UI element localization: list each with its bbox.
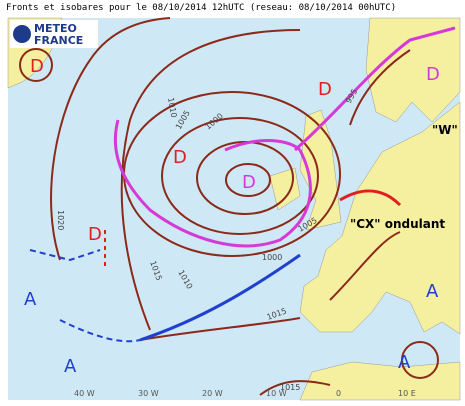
pressure-center: D: [242, 172, 256, 193]
isobar: [139, 317, 301, 341]
longitude-label: 40 W: [74, 389, 95, 398]
occluded-front: [294, 26, 456, 152]
isobar-label: 1020: [56, 210, 65, 230]
logo-text: FRANCE: [34, 34, 83, 47]
pressure-center: D: [173, 147, 187, 168]
isobar: [50, 17, 171, 261]
pressure-center: A: [24, 289, 37, 310]
pressure-center: D: [318, 79, 332, 100]
isobar-label: 1010: [166, 97, 178, 119]
isobar: [401, 341, 439, 379]
longitude-label: 0: [336, 389, 341, 398]
map-area: [7, 17, 461, 401]
longitude-label: 10 E: [398, 389, 416, 398]
longitude-label: 10 W: [266, 389, 287, 398]
logo: METEO FRANCE: [10, 20, 98, 48]
cold-front: [139, 253, 301, 342]
fronts: [29, 26, 456, 343]
africa: [299, 361, 461, 401]
pressure-center: A: [64, 356, 77, 377]
isobar-label: 1015: [280, 383, 300, 392]
isobar: [349, 49, 411, 126]
occluded-front: [113, 119, 312, 248]
annotation: "CX" ondulant: [350, 217, 445, 231]
isobar-label: 1000: [262, 253, 282, 262]
isobars: [19, 17, 439, 396]
scandinavia: [365, 17, 461, 123]
logo-text: METEO: [34, 22, 77, 35]
pressure-center: A: [398, 352, 411, 373]
isobar: [120, 29, 301, 331]
map-title: Fronts et isobares pour le 08/10/2014 12…: [6, 3, 396, 13]
annotation: "W": [432, 123, 458, 137]
pressure-center: D: [426, 64, 440, 85]
isobar: [329, 231, 401, 301]
longitude-label: 30 W: [138, 389, 159, 398]
cold-front: [29, 249, 101, 262]
isobar: [259, 380, 331, 396]
pressure-center: D: [30, 56, 44, 77]
isobar: [225, 163, 271, 197]
logo-icon: [13, 25, 31, 43]
pressure-center: A: [426, 281, 439, 302]
pressure-center: D: [88, 224, 102, 245]
europe: [299, 101, 461, 335]
isobar: [161, 117, 319, 235]
warm-front: [339, 189, 402, 207]
isobar: [19, 48, 53, 82]
longitude-label: 20 W: [202, 389, 223, 398]
